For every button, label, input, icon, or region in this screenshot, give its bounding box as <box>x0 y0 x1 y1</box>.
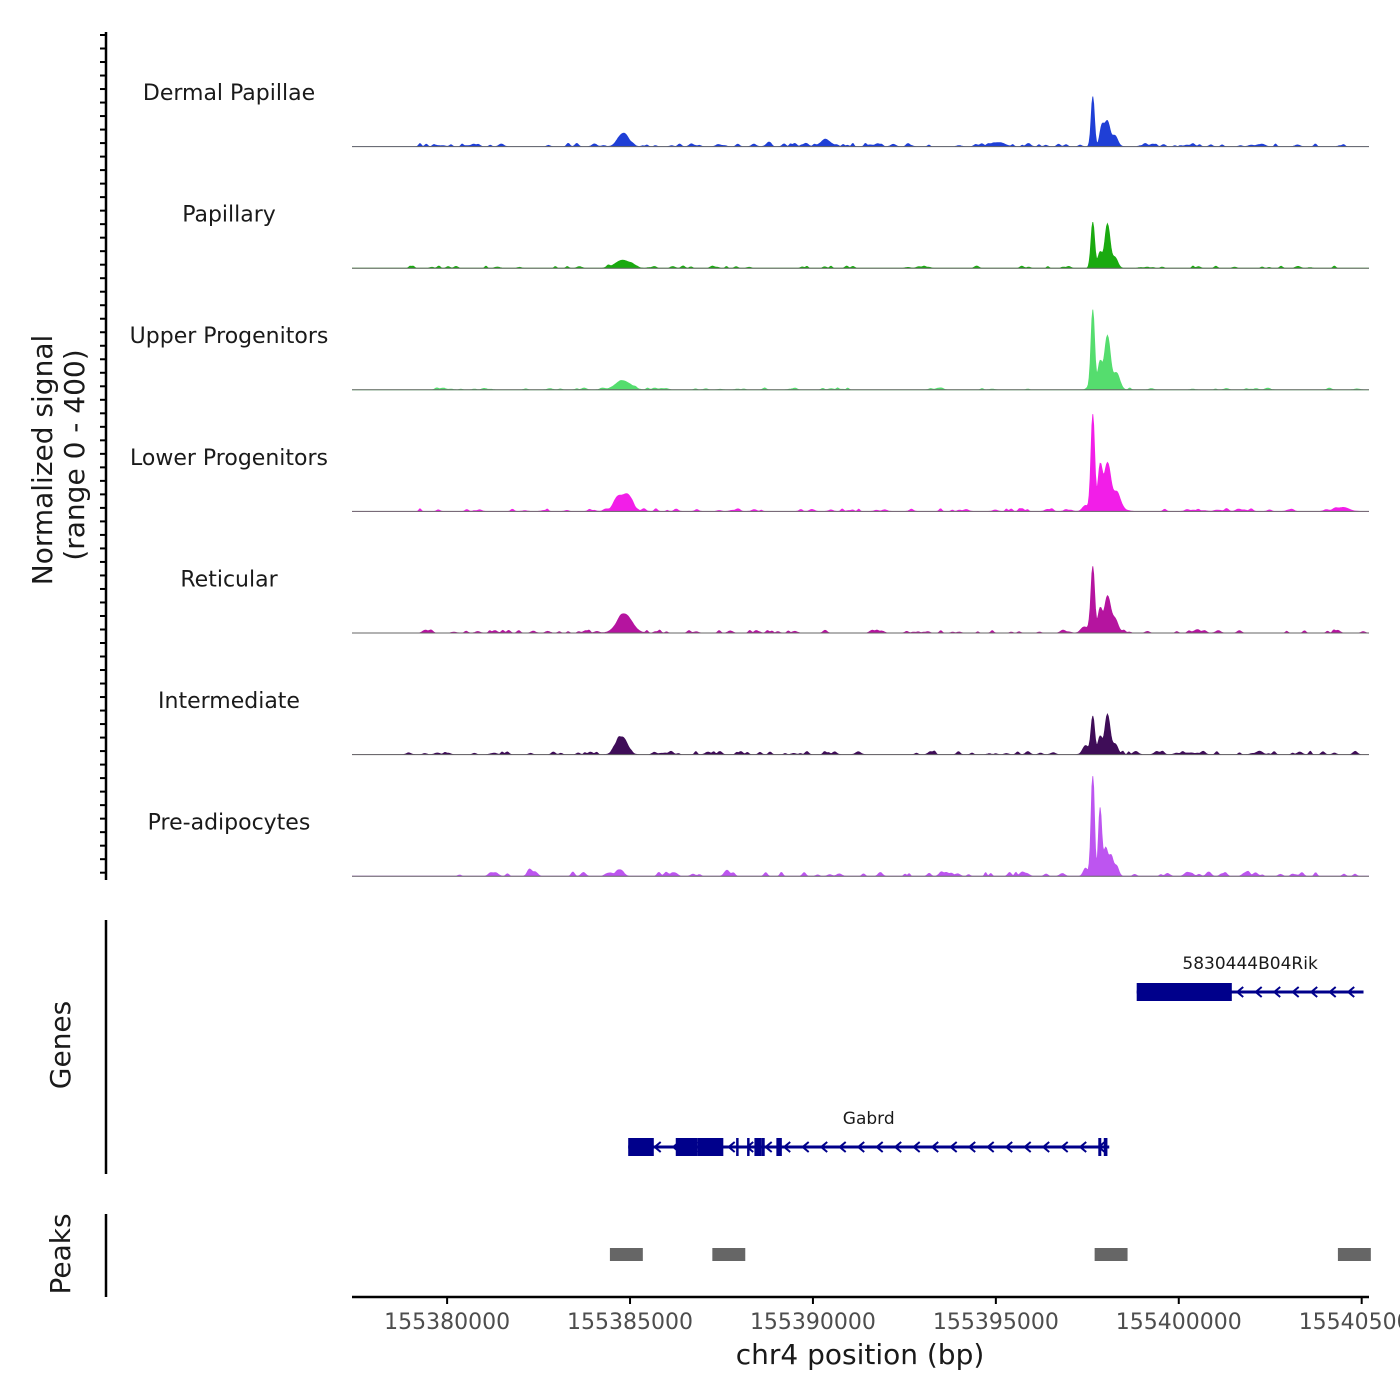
exon <box>776 1138 780 1156</box>
peak-region <box>1337 1248 1371 1261</box>
exon <box>675 1138 698 1156</box>
x-tick-label: 155380000 <box>384 1310 510 1335</box>
strand-arrow <box>1309 986 1318 998</box>
strand-arrow <box>949 1141 958 1153</box>
x-tick-label: 155385000 <box>567 1310 693 1335</box>
peak-region <box>609 1248 643 1261</box>
track-label: Dermal Papillae <box>143 81 315 106</box>
track-label: Pre-adipocytes <box>148 811 311 836</box>
strand-arrow <box>819 1141 828 1153</box>
strand-arrow <box>1254 986 1263 998</box>
coverage-y-label-line2: (range 0 - 400) <box>58 349 91 560</box>
track-signal <box>352 414 1369 512</box>
track-upper-progenitors: Upper Progenitors <box>100 277 1369 391</box>
x-tick-label: 155400000 <box>1116 1310 1242 1335</box>
track-reticular: Reticular <box>100 520 1370 634</box>
strand-arrow <box>930 1141 939 1153</box>
track-dermal-papillae: Dermal Papillae <box>100 34 1369 148</box>
x-tick-label: 155405000 <box>1299 1310 1400 1335</box>
strand-arrow <box>653 1141 662 1153</box>
strand-arrow <box>875 1141 884 1153</box>
track-label: Papillary <box>182 203 276 228</box>
track-signal <box>352 566 1370 634</box>
genes-y-label: Genes <box>44 1001 77 1089</box>
exon-mark <box>736 1138 739 1156</box>
track-label: Upper Progenitors <box>130 324 329 349</box>
track-signal <box>352 776 1369 877</box>
track-signal <box>352 222 1369 269</box>
gene-5830444b04rik: 5830444B04Rik <box>1136 954 1364 1001</box>
strand-arrow <box>1023 1141 1032 1153</box>
strand-arrow <box>1004 1141 1013 1153</box>
track-lower-progenitors: Lower Progenitors <box>100 398 1369 512</box>
track-label: Reticular <box>180 567 278 592</box>
gene-label: 5830444B04Rik <box>1182 954 1318 974</box>
x-axis-label: chr4 position (bp) <box>736 1338 985 1371</box>
track-intermediate: Intermediate <box>100 642 1369 756</box>
gene-panel: 5830444B04Rik Gabrd <box>104 920 1364 1174</box>
strand-arrow <box>1328 986 1337 998</box>
strand-arrow <box>838 1141 847 1153</box>
strand-arrow <box>782 1141 791 1153</box>
strand-arrow <box>1346 986 1355 998</box>
exon <box>1098 1138 1102 1156</box>
exon <box>1136 983 1232 1001</box>
strand-arrow <box>856 1141 865 1153</box>
gene-label: Gabrd <box>843 1109 895 1129</box>
exon <box>754 1138 762 1156</box>
peak-region <box>1094 1248 1128 1261</box>
exon <box>1103 1138 1108 1156</box>
track-pre-adipocytes: Pre-adipocytes <box>100 763 1369 877</box>
track-signal <box>352 96 1369 148</box>
strand-arrow <box>801 1141 810 1153</box>
strand-arrow <box>893 1141 902 1153</box>
strand-arrow <box>967 1141 976 1153</box>
peaks-y-label: Peaks <box>44 1213 77 1294</box>
strand-arrow <box>1078 1141 1087 1153</box>
peak-region <box>712 1248 746 1261</box>
strand-arrow <box>986 1141 995 1153</box>
strand-arrow <box>727 1141 736 1153</box>
track-signal <box>352 713 1369 756</box>
gene-gabrd: Gabrd <box>628 1109 1110 1156</box>
strand-arrow <box>1272 986 1281 998</box>
x-tick-label: 155395000 <box>933 1310 1059 1335</box>
track-papillary: Papillary <box>100 155 1369 269</box>
track-label: Intermediate <box>158 689 300 714</box>
coverage-panel: Dermal Papillae Papillary Upper Progenitor… <box>100 32 1370 880</box>
exon <box>761 1138 765 1156</box>
coverage-y-label-line1: Normalized signal <box>26 335 59 586</box>
x-axis: 155380000 155385000 155390000 155395000 1554… <box>352 1295 1400 1335</box>
strand-arrow <box>1291 986 1300 998</box>
x-tick-label: 155390000 <box>750 1310 876 1335</box>
peak-panel <box>104 1214 1371 1297</box>
track-signal <box>352 309 1369 391</box>
track-label: Lower Progenitors <box>130 446 328 471</box>
strand-arrow <box>1041 1141 1050 1153</box>
strand-arrow <box>912 1141 921 1153</box>
exon <box>628 1138 654 1156</box>
strand-arrow <box>764 1141 773 1153</box>
strand-arrow <box>1235 986 1244 998</box>
exon <box>778 1138 782 1156</box>
strand-arrow <box>1060 1141 1069 1153</box>
exon-mark <box>747 1138 750 1156</box>
exon <box>697 1138 724 1156</box>
